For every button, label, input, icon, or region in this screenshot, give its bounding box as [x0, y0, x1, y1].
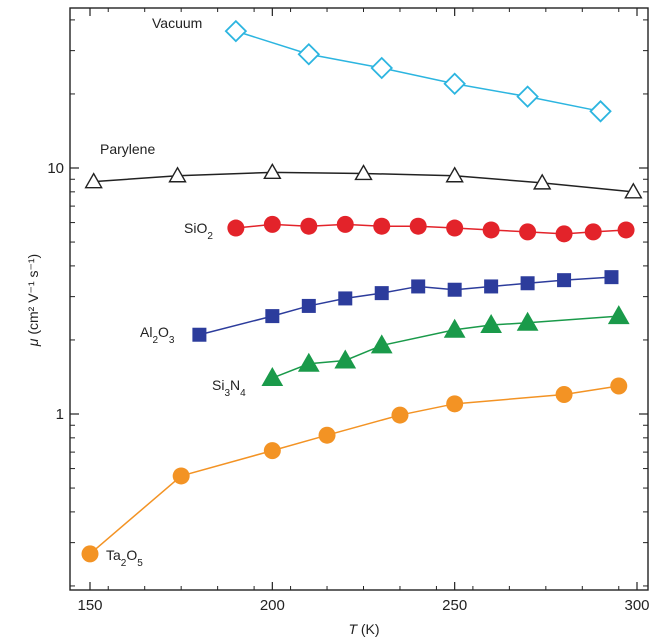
- data-point-al2o3: [265, 309, 280, 324]
- y-tick-label: 10: [47, 160, 64, 177]
- data-point-si3n4: [607, 305, 630, 325]
- series-line-vacuum: [235, 30, 601, 113]
- y-tick-label: 1: [56, 406, 64, 423]
- x-tick-label: 150: [77, 597, 102, 614]
- series-label-si3n4: Si3N4: [212, 377, 246, 399]
- data-point-ta2o5: [318, 426, 336, 444]
- data-point-sio2: [263, 215, 281, 233]
- data-point-parylene: [354, 164, 373, 181]
- data-point-parylene: [168, 166, 187, 183]
- data-point-ta2o5: [610, 377, 628, 395]
- series-label-parylene: Parylene: [100, 141, 155, 157]
- data-point-al2o3: [604, 270, 619, 285]
- data-point-si3n4: [516, 311, 539, 331]
- data-point-ta2o5: [446, 395, 464, 413]
- data-point-al2o3: [411, 279, 426, 294]
- data-point-parylene: [532, 173, 552, 190]
- data-point-sio2: [519, 223, 537, 241]
- data-point-al2o3: [301, 298, 316, 313]
- x-tick-label: 200: [260, 597, 285, 614]
- series-si3n4: [261, 305, 630, 387]
- data-point-al2o3: [484, 279, 499, 294]
- data-point-ta2o5: [81, 545, 99, 563]
- y-axis-title: μ (cm² V⁻¹ s⁻¹): [25, 254, 41, 347]
- plot-area: [69, 7, 649, 591]
- series-label-sio2: SiO2: [184, 220, 213, 242]
- data-point-sio2: [336, 215, 354, 233]
- series-group: [81, 19, 643, 563]
- data-point-si3n4: [480, 314, 502, 334]
- data-point-si3n4: [334, 349, 357, 369]
- data-point-vacuum: [297, 42, 321, 66]
- data-point-sio2: [555, 225, 573, 243]
- series-line-ta2o5: [89, 385, 619, 555]
- data-point-ta2o5: [555, 386, 573, 404]
- data-point-sio2: [227, 219, 245, 237]
- series-ta2o5: [81, 377, 628, 563]
- axes: 150 200 250 300 1 10 T (K) μ (cm² V⁻¹ s⁻¹): [25, 8, 650, 637]
- data-point-ta2o5: [172, 467, 190, 485]
- data-point-al2o3: [338, 291, 353, 306]
- data-point-ta2o5: [263, 442, 281, 460]
- data-point-si3n4: [443, 318, 466, 338]
- data-point-al2o3: [520, 276, 535, 291]
- data-point-parylene: [624, 182, 643, 199]
- series-line-al2o3: [199, 276, 612, 336]
- x-tick-label: 300: [624, 597, 649, 614]
- data-point-sio2: [300, 217, 318, 235]
- data-point-al2o3: [374, 286, 389, 301]
- data-point-sio2: [617, 221, 635, 239]
- series-al2o3: [192, 270, 619, 342]
- data-point-sio2: [584, 223, 602, 241]
- data-point-parylene: [263, 162, 282, 180]
- data-point-sio2: [409, 217, 427, 235]
- data-point-sio2: [446, 219, 464, 237]
- series-label-vacuum: Vacuum: [152, 15, 202, 31]
- data-point-vacuum: [443, 72, 466, 96]
- series-labels: Vacuum Parylene SiO2 Al2O3 Si3N4 Ta2O5: [100, 15, 246, 569]
- data-point-ta2o5: [391, 406, 409, 424]
- data-point-vacuum: [516, 85, 539, 108]
- x-tick-label: 250: [442, 597, 467, 614]
- data-point-sio2: [373, 217, 391, 235]
- plot-frame: [69, 7, 649, 591]
- series-label-ta2o5: Ta2O5: [106, 547, 143, 569]
- data-point-al2o3: [192, 327, 207, 342]
- data-point-sio2: [482, 221, 500, 239]
- data-point-al2o3: [557, 273, 572, 288]
- series-line-si3n4: [272, 315, 619, 379]
- x-axis-title: T (K): [348, 621, 379, 637]
- data-point-si3n4: [261, 367, 284, 387]
- series-label-al2o3: Al2O3: [140, 324, 175, 346]
- data-point-si3n4: [297, 352, 320, 372]
- series-vacuum: [224, 19, 612, 123]
- series-sio2: [227, 215, 635, 243]
- series-parylene: [84, 162, 643, 199]
- data-point-parylene: [445, 166, 464, 183]
- data-point-vacuum: [224, 19, 248, 43]
- data-point-al2o3: [447, 282, 462, 297]
- data-point-vacuum: [370, 56, 394, 80]
- data-point-si3n4: [370, 334, 393, 354]
- data-point-parylene: [84, 172, 103, 189]
- data-point-vacuum: [589, 100, 612, 123]
